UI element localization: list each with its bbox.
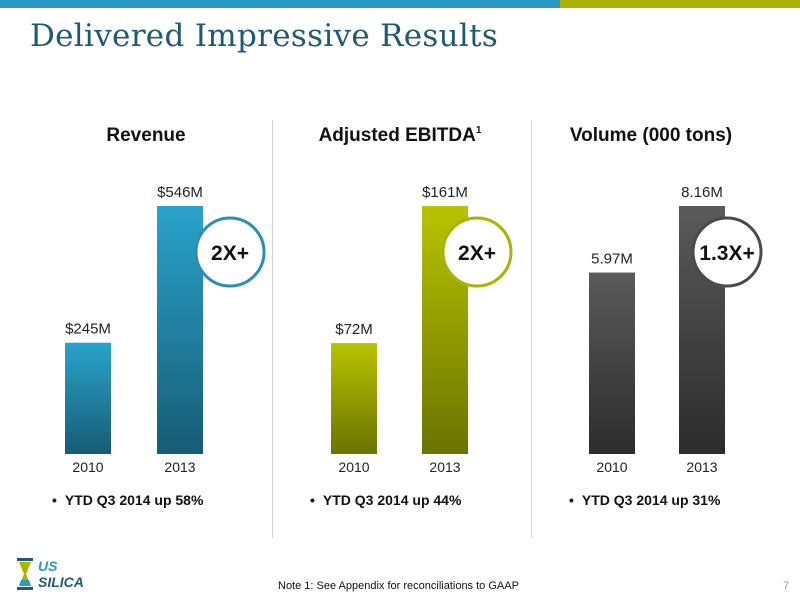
page-number: 7 xyxy=(783,580,790,592)
bullet-volume: • YTD Q3 2014 up 31% xyxy=(569,492,721,508)
multiplier-label-2: 1.3X+ xyxy=(699,242,754,265)
panel-divider-1 xyxy=(272,120,273,538)
top-accent-bar-green xyxy=(560,0,800,8)
top-accent-bar-blue xyxy=(0,0,560,8)
bar-2-2010 xyxy=(589,272,635,454)
chart-title-footnote-mark-1: 1 xyxy=(476,125,482,136)
value-label-1-2013: $161M xyxy=(422,184,468,201)
bullet-ebitda-text: YTD Q3 2014 up 44% xyxy=(322,492,462,508)
bar-0-2010 xyxy=(65,342,111,454)
bullet-revenue-text: YTD Q3 2014 up 58% xyxy=(64,492,204,508)
multiplier-ring-1 xyxy=(441,216,513,288)
x-tick-label-0-2013: 2013 xyxy=(164,459,195,475)
bar-1-2010 xyxy=(331,343,377,454)
value-label-2-2010: 5.97M xyxy=(591,251,633,268)
bullet-ebitda: • YTD Q3 2014 up 44% xyxy=(310,492,462,508)
bullet-volume-text: YTD Q3 2014 up 31% xyxy=(581,492,721,508)
x-tick-label-1-2010: 2010 xyxy=(338,459,369,475)
x-tick-label-2-2013: 2013 xyxy=(686,459,717,475)
multiplier-label-0: 2X+ xyxy=(211,242,249,265)
value-label-1-2010: $72M xyxy=(335,321,373,338)
chart-title-1: Adjusted EBITDA1 xyxy=(319,125,482,146)
chart-title-0: Revenue xyxy=(106,125,185,146)
value-label-0-2013: $546M xyxy=(157,184,203,201)
bullet-revenue: • YTD Q3 2014 up 58% xyxy=(52,492,204,508)
multiplier-ring-0 xyxy=(194,216,266,288)
multiplier-label-1: 2X+ xyxy=(458,242,496,265)
logo-text-silica: SILICA xyxy=(38,574,84,590)
x-tick-label-2-2010: 2010 xyxy=(596,459,627,475)
panel-divider-2 xyxy=(531,120,532,538)
us-silica-logo: US SILICA xyxy=(17,558,84,590)
chart-title-2: Volume (000 tons) xyxy=(570,125,732,146)
value-label-2-2013: 8.16M xyxy=(681,184,723,201)
footnote: Note 1: See Appendix for reconciliations… xyxy=(278,580,519,592)
value-label-0-2010: $245M xyxy=(65,321,111,338)
logo-text-us: US xyxy=(38,558,58,574)
hourglass-icon xyxy=(17,558,33,590)
x-tick-label-0-2010: 2010 xyxy=(72,459,103,475)
slide-title: Delivered Impressive Results xyxy=(30,18,499,54)
x-tick-label-1-2013: 2013 xyxy=(429,459,460,475)
multiplier-ring-2 xyxy=(691,216,763,288)
